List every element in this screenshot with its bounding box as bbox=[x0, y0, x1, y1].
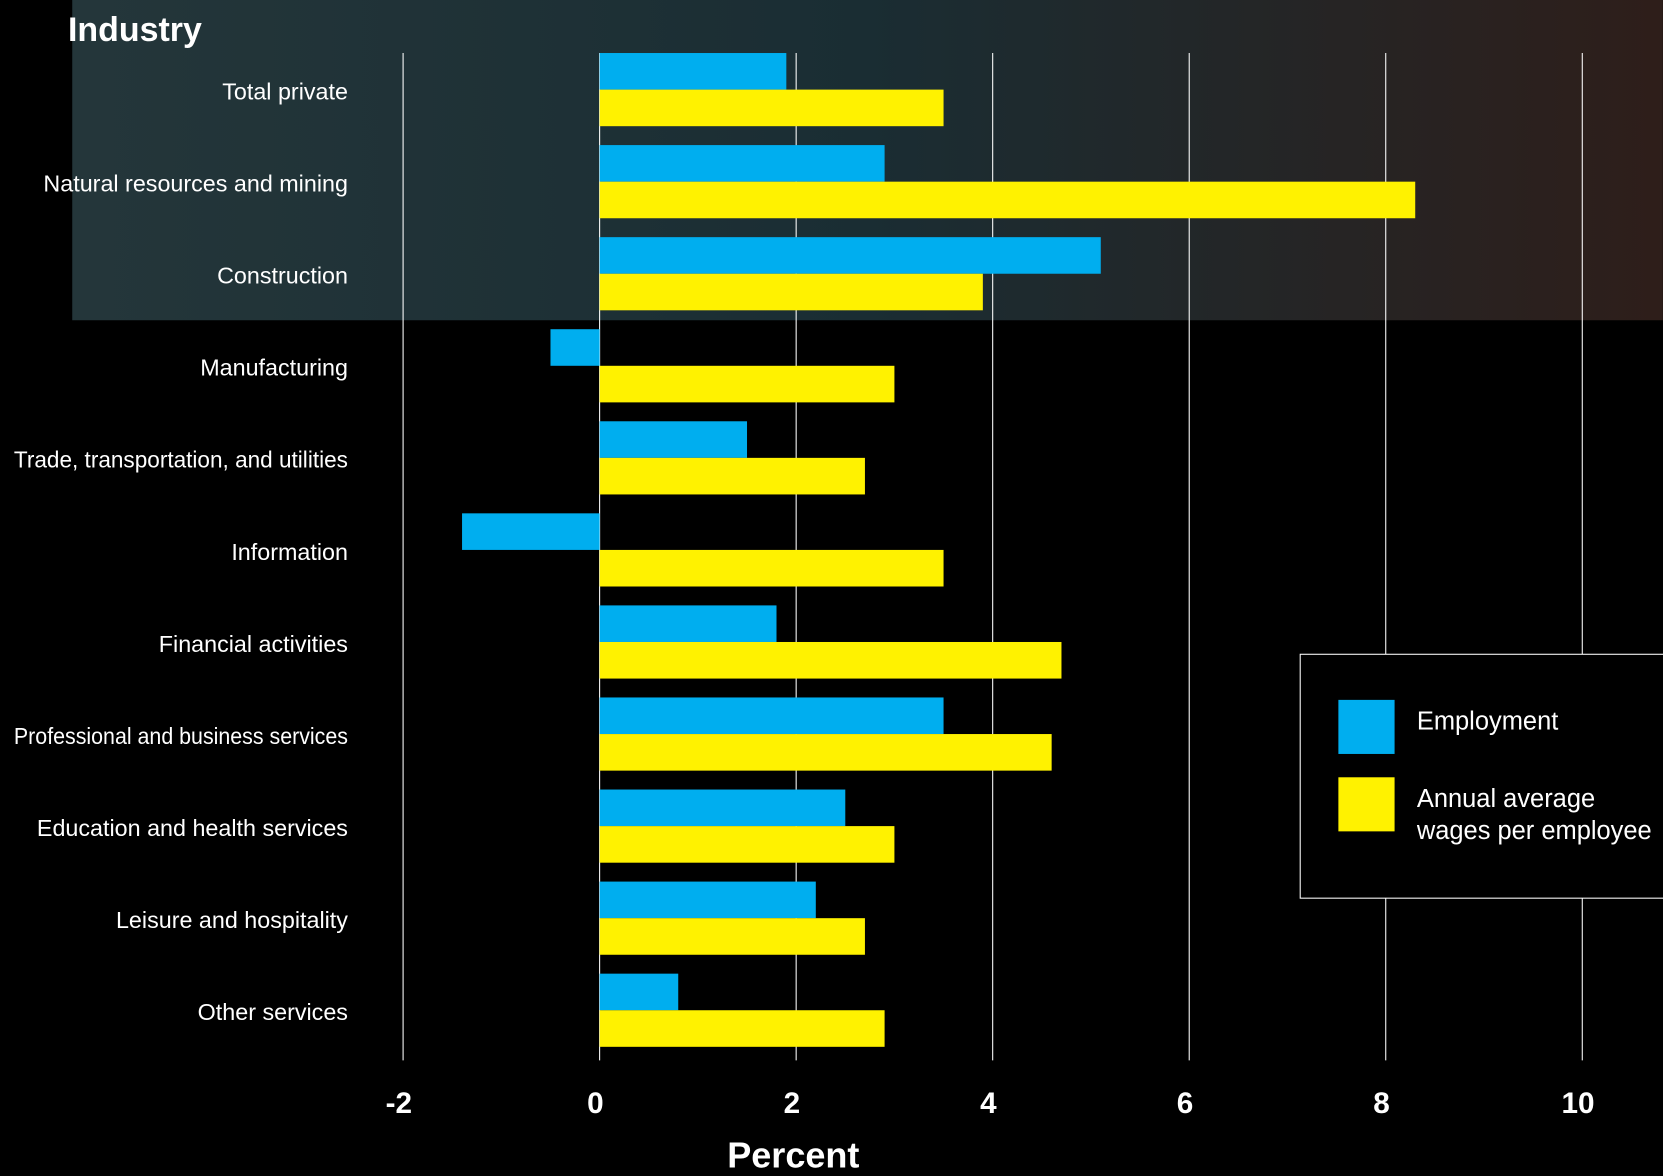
bar bbox=[599, 549, 944, 587]
x-tick-label: 4 bbox=[980, 1087, 997, 1120]
x-tick-label: 0 bbox=[587, 1087, 604, 1120]
x-tick-label: 2 bbox=[784, 1087, 801, 1120]
bar bbox=[550, 329, 600, 366]
bar bbox=[599, 789, 846, 827]
bar bbox=[599, 365, 895, 403]
y-tick-label: Trade, transportation, and utilities bbox=[14, 447, 348, 473]
legend-item: Employment bbox=[1416, 707, 1559, 736]
y-tick-label: Financial activities bbox=[159, 631, 348, 657]
y-tick-label: Information bbox=[231, 539, 348, 565]
x-tick-label: 6 bbox=[1177, 1087, 1194, 1120]
bar bbox=[599, 826, 895, 863]
y-tick-label: Manufacturing bbox=[200, 355, 348, 381]
legend-swatch bbox=[1338, 699, 1395, 754]
bar bbox=[462, 513, 600, 550]
bar bbox=[599, 273, 983, 311]
y-axis-title: Industry bbox=[68, 11, 202, 49]
y-tick-label: Construction bbox=[217, 263, 348, 289]
bar bbox=[599, 734, 1052, 771]
x-tick-label: -2 bbox=[386, 1087, 412, 1120]
bar bbox=[599, 89, 944, 127]
bar bbox=[599, 145, 885, 182]
y-tick-label: Education and health services bbox=[37, 815, 348, 841]
bar bbox=[599, 237, 1101, 274]
bar bbox=[599, 881, 816, 919]
bar bbox=[599, 605, 777, 642]
x-tick-label: 10 bbox=[1562, 1087, 1595, 1120]
bar bbox=[599, 457, 865, 495]
legend-swatch bbox=[1338, 777, 1395, 832]
y-tick-label: Natural resources and mining bbox=[43, 171, 348, 197]
bar bbox=[599, 53, 787, 90]
bar bbox=[599, 973, 679, 1011]
y-tick-label: Total private bbox=[222, 78, 348, 104]
x-axis-title: Percent bbox=[727, 1134, 859, 1175]
bar bbox=[599, 918, 865, 955]
bar bbox=[599, 1010, 885, 1047]
x-tick-label: 8 bbox=[1373, 1087, 1390, 1120]
y-tick-label: Professional and business services bbox=[14, 723, 348, 749]
legend-label: Annual average wages per employee bbox=[1416, 784, 1652, 846]
bar bbox=[599, 181, 1416, 219]
y-tick-label: Other services bbox=[198, 999, 348, 1025]
bar bbox=[599, 641, 1062, 679]
bar bbox=[599, 697, 944, 735]
bar bbox=[599, 421, 748, 458]
legend-box bbox=[1299, 653, 1663, 899]
legend-item: Annual average wages per employee bbox=[1416, 784, 1652, 846]
y-tick-label: Leisure and hospitality bbox=[116, 907, 348, 933]
legend-label: Employment bbox=[1416, 707, 1559, 736]
